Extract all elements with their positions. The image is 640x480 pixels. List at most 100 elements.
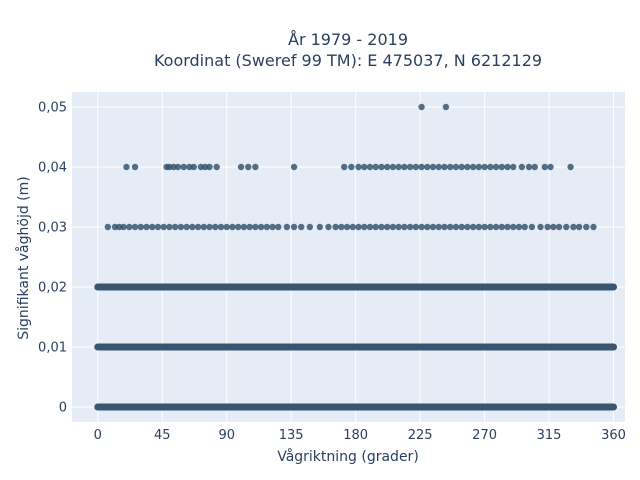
data-point bbox=[418, 103, 425, 111]
data-point bbox=[510, 163, 517, 171]
x-tick-label: 360 bbox=[601, 428, 626, 443]
data-point bbox=[372, 163, 379, 171]
data-point bbox=[245, 163, 252, 171]
data-point bbox=[263, 223, 271, 231]
data-point bbox=[563, 223, 570, 231]
data-point bbox=[223, 223, 230, 231]
data-point bbox=[406, 223, 414, 231]
data-point bbox=[528, 223, 536, 231]
data-point bbox=[194, 223, 202, 231]
data-point bbox=[366, 223, 374, 231]
data-points bbox=[104, 103, 597, 231]
x-axis-ticks: 0 45 90 135 180 225 270 315 360 bbox=[94, 428, 626, 443]
data-point bbox=[306, 223, 314, 231]
data-point bbox=[487, 163, 494, 171]
data-point bbox=[521, 223, 528, 231]
data-point bbox=[283, 223, 291, 231]
data-point bbox=[487, 223, 494, 231]
x-tick-label: 45 bbox=[154, 428, 171, 443]
data-point bbox=[570, 223, 577, 231]
data-point bbox=[435, 163, 442, 171]
x-tick-label: 90 bbox=[218, 428, 235, 443]
data-point bbox=[349, 223, 356, 231]
data-point bbox=[441, 223, 448, 231]
data-point bbox=[190, 163, 197, 171]
data-point bbox=[143, 223, 150, 231]
data-point bbox=[290, 163, 298, 171]
data-point bbox=[355, 163, 362, 171]
data-point bbox=[341, 163, 348, 171]
x-tick-label: 0 bbox=[94, 428, 102, 443]
data-point bbox=[481, 163, 488, 171]
data-point bbox=[441, 163, 448, 171]
data-point bbox=[518, 163, 526, 171]
data-point bbox=[361, 163, 368, 171]
data-point bbox=[212, 223, 219, 231]
y-tick-label: 0,05 bbox=[38, 101, 67, 116]
data-point bbox=[464, 163, 471, 171]
data-point bbox=[171, 223, 179, 231]
data-point bbox=[401, 223, 408, 231]
x-tick-label: 180 bbox=[343, 428, 368, 443]
data-bands bbox=[94, 283, 618, 411]
data-point bbox=[406, 163, 414, 171]
data-point bbox=[131, 163, 139, 171]
data-point bbox=[498, 223, 505, 231]
data-point bbox=[213, 163, 220, 171]
data-point bbox=[217, 223, 225, 231]
data-point bbox=[389, 223, 397, 231]
y-tick-label: 0 bbox=[59, 401, 67, 416]
data-point bbox=[131, 223, 139, 231]
data-point bbox=[275, 223, 282, 231]
y-tick-label: 0,01 bbox=[38, 341, 67, 356]
y-tick-label: 0,03 bbox=[38, 221, 67, 236]
data-point bbox=[401, 163, 408, 171]
data-point bbox=[361, 223, 368, 231]
data-point bbox=[378, 223, 385, 231]
data-point bbox=[510, 223, 517, 231]
data-point bbox=[180, 163, 187, 171]
data-point bbox=[395, 163, 402, 171]
data-point bbox=[257, 223, 265, 231]
chart-title-line1: År 1979 - 2019 bbox=[288, 30, 408, 49]
y-tick-label: 0,04 bbox=[38, 161, 67, 176]
data-point bbox=[389, 163, 397, 171]
data-point bbox=[206, 223, 213, 231]
data-point bbox=[343, 223, 351, 231]
data-point bbox=[234, 223, 242, 231]
data-point bbox=[372, 223, 379, 231]
data-point bbox=[492, 223, 500, 231]
data-point bbox=[412, 223, 420, 231]
data-point bbox=[537, 223, 544, 231]
data-point bbox=[149, 223, 156, 231]
data-point bbox=[348, 163, 355, 171]
data-point bbox=[166, 223, 173, 231]
data-point bbox=[237, 163, 245, 171]
x-tick-label: 315 bbox=[537, 428, 562, 443]
data-point bbox=[447, 223, 454, 231]
data-point bbox=[229, 223, 236, 231]
data-point bbox=[475, 163, 483, 171]
data-point bbox=[412, 163, 420, 171]
data-point bbox=[515, 223, 523, 231]
data-point bbox=[547, 163, 554, 171]
data-point bbox=[154, 223, 162, 231]
x-tick-label: 225 bbox=[408, 428, 433, 443]
data-point bbox=[332, 223, 339, 231]
y-tick-label: 0,02 bbox=[38, 281, 67, 296]
data-point bbox=[137, 223, 144, 231]
data-point bbox=[498, 163, 505, 171]
data-point bbox=[177, 223, 185, 231]
data-point bbox=[429, 163, 437, 171]
y-axis-ticks: 0 0,01 0,02 0,03 0,04 0,05 bbox=[38, 101, 67, 416]
data-point bbox=[458, 163, 465, 171]
chart-title-line2: Koordinat (Sweref 99 TM): E 475037, N 62… bbox=[154, 51, 542, 70]
data-point bbox=[383, 163, 391, 171]
data-point bbox=[383, 223, 391, 231]
data-point bbox=[160, 223, 167, 231]
data-point bbox=[366, 163, 374, 171]
data-point bbox=[246, 223, 253, 231]
data-point bbox=[583, 223, 590, 231]
x-tick-label: 135 bbox=[279, 428, 304, 443]
data-point bbox=[200, 223, 208, 231]
